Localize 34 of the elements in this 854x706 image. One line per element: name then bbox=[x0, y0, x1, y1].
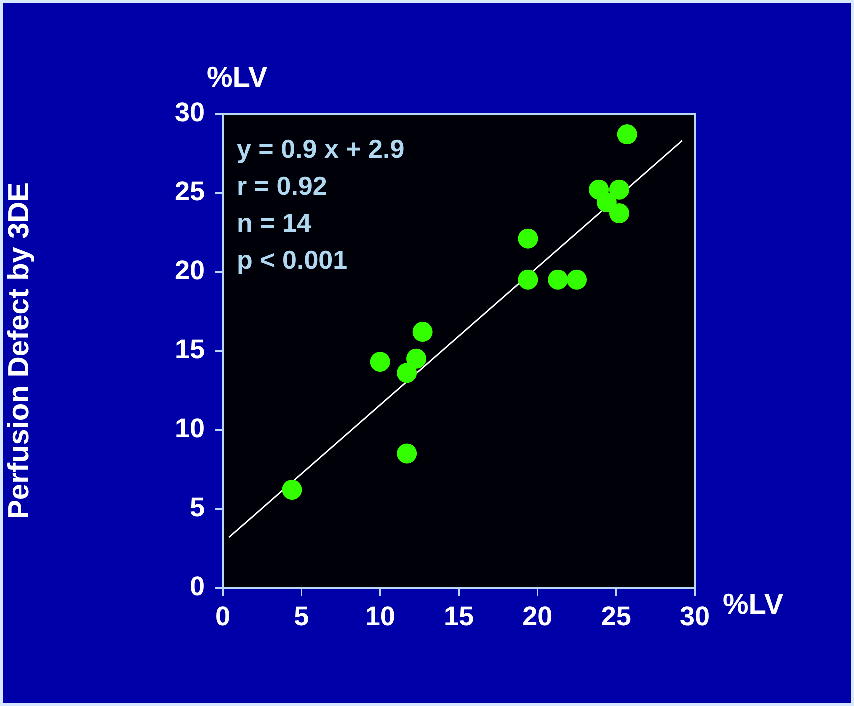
point bbox=[518, 270, 538, 290]
x-tick-label: 0 bbox=[215, 602, 231, 632]
point bbox=[406, 348, 427, 369]
annotation: n = 14 bbox=[237, 208, 312, 238]
point bbox=[567, 270, 587, 290]
point bbox=[397, 363, 418, 384]
point bbox=[282, 480, 302, 500]
x-tick-label: 10 bbox=[365, 602, 396, 632]
x-tick-label: 30 bbox=[680, 602, 710, 632]
y-tick-label: 30 bbox=[174, 97, 205, 128]
annotation: r = 0.92 bbox=[237, 171, 328, 201]
point bbox=[397, 444, 418, 464]
y-tick-label: 5 bbox=[190, 492, 205, 522]
y-tick-label: 0 bbox=[190, 571, 205, 602]
x-tick-label: 25 bbox=[601, 602, 632, 632]
point bbox=[609, 204, 630, 224]
y-tick-label: 10 bbox=[174, 413, 205, 444]
y-axis-title: Perfusion Defect by 3DE bbox=[3, 182, 36, 520]
x-axis-title: %LV bbox=[723, 589, 784, 621]
point bbox=[617, 124, 638, 145]
x-tick-label: 5 bbox=[294, 602, 310, 632]
y-tick-label: 15 bbox=[174, 334, 205, 364]
text: %LV bbox=[207, 62, 268, 94]
annotation: y = 0.9 x + 2.9 bbox=[237, 134, 405, 164]
point bbox=[609, 180, 630, 200]
x-tick-label: 20 bbox=[522, 602, 553, 632]
point bbox=[412, 322, 433, 342]
x-tick-label: 15 bbox=[444, 602, 474, 632]
point bbox=[548, 270, 568, 290]
point bbox=[370, 352, 390, 372]
y-tick-label: 25 bbox=[174, 176, 205, 206]
y-tick-label: 20 bbox=[174, 255, 205, 286]
point bbox=[518, 228, 538, 249]
annotation: p < 0.001 bbox=[237, 245, 348, 275]
